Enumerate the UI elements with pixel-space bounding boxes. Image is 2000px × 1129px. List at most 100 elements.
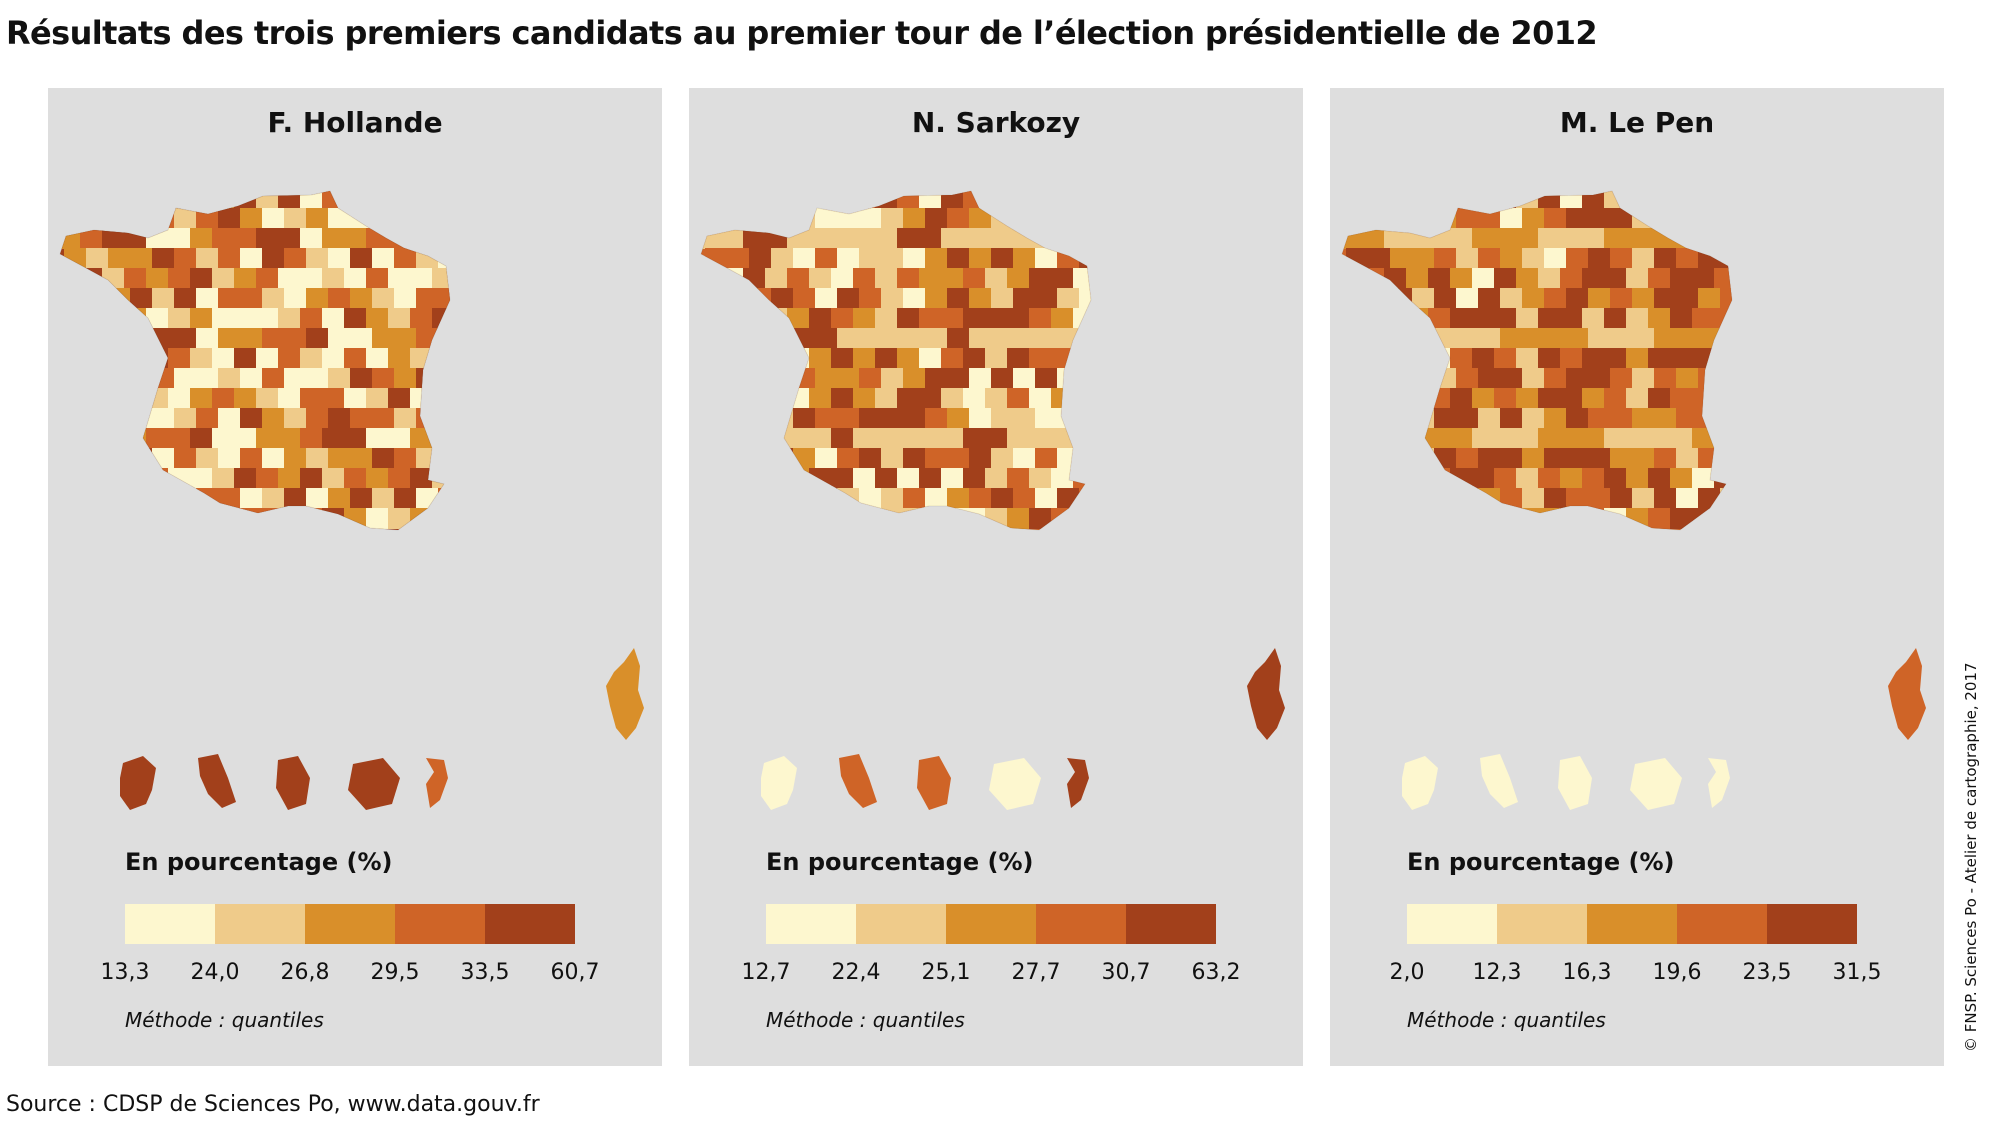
map-region xyxy=(1390,408,1413,429)
map-region xyxy=(1522,248,1545,269)
map-region xyxy=(278,308,301,329)
map-region xyxy=(881,408,904,429)
map-region xyxy=(234,468,257,489)
map-region xyxy=(1500,488,1523,509)
map-region xyxy=(86,328,109,349)
map-region xyxy=(212,308,235,329)
map-region xyxy=(881,288,904,309)
map-region xyxy=(1500,408,1523,429)
map-region xyxy=(903,248,926,269)
map-region xyxy=(947,368,970,389)
map-region xyxy=(256,268,279,289)
map-region xyxy=(721,308,744,329)
map-region xyxy=(1588,368,1611,389)
map-region xyxy=(831,191,854,209)
map-region xyxy=(1676,368,1699,389)
map-region xyxy=(438,288,450,309)
map-region xyxy=(743,508,766,529)
map-region xyxy=(394,328,417,349)
map-region xyxy=(859,368,882,389)
map-region xyxy=(1051,308,1074,329)
map-region xyxy=(941,268,964,289)
map-region xyxy=(152,408,175,429)
map-region xyxy=(919,428,942,449)
map-region xyxy=(146,308,169,329)
map-region xyxy=(322,268,345,289)
map-region xyxy=(256,348,279,369)
map-region xyxy=(787,308,810,329)
map-region xyxy=(432,388,450,409)
map-region xyxy=(108,488,131,509)
map-region xyxy=(174,288,197,309)
map-region xyxy=(108,208,131,229)
map-region xyxy=(218,488,241,509)
map-region xyxy=(256,228,279,249)
map-region xyxy=(1368,288,1391,309)
map-region xyxy=(1478,288,1501,309)
map-region xyxy=(1670,428,1693,449)
map-region xyxy=(831,508,854,529)
map-region xyxy=(256,388,279,409)
map-region xyxy=(1057,408,1080,429)
map-region xyxy=(438,328,450,349)
map-region xyxy=(1714,428,1732,449)
legend-break: 12,7 xyxy=(741,960,791,985)
map-region xyxy=(372,408,395,429)
map-region xyxy=(372,288,395,309)
map-region xyxy=(1516,508,1539,529)
legend-swatch-5 xyxy=(1126,904,1216,944)
map-region xyxy=(1582,348,1605,369)
legend-scale xyxy=(766,904,1216,944)
legend-title: En pourcentage (%) xyxy=(125,848,393,876)
map-region xyxy=(1676,488,1699,509)
method-note: Méthode : quantiles xyxy=(125,1008,324,1032)
map-region xyxy=(1472,268,1495,289)
map-region xyxy=(1720,408,1732,429)
map-region xyxy=(152,288,175,309)
map-region xyxy=(394,208,417,229)
legend-swatch-2 xyxy=(1497,904,1587,944)
map-region xyxy=(1610,208,1633,229)
map-region xyxy=(1538,348,1561,369)
map-region xyxy=(1051,428,1074,449)
map-region xyxy=(1406,308,1429,329)
map-region xyxy=(941,428,964,449)
map-region xyxy=(366,508,389,529)
map-region xyxy=(234,508,257,529)
map-region xyxy=(1007,228,1030,249)
legend-swatch-2 xyxy=(215,904,305,944)
map-region xyxy=(212,228,235,249)
map-region xyxy=(124,388,147,409)
map-region xyxy=(1654,328,1677,349)
map-region xyxy=(1478,328,1501,349)
legend-swatch-4 xyxy=(1036,904,1126,944)
map-region xyxy=(1670,508,1693,529)
map-region xyxy=(212,428,235,449)
map-region xyxy=(416,208,439,229)
map-region xyxy=(985,191,1008,209)
map-region xyxy=(168,268,191,289)
map-region xyxy=(1384,388,1407,409)
map-region xyxy=(705,408,728,429)
map-region xyxy=(941,348,964,369)
map-region xyxy=(1544,328,1567,349)
map-region xyxy=(328,368,351,389)
map-region xyxy=(1079,408,1091,429)
map-region xyxy=(1494,308,1517,329)
map-region xyxy=(168,428,191,449)
map-region xyxy=(919,388,942,409)
map-region xyxy=(749,248,772,269)
map-region xyxy=(1714,191,1732,209)
map-corsica xyxy=(1888,648,1926,740)
map-overseas-territory xyxy=(426,758,448,808)
legend-break: 25,1 xyxy=(921,960,971,985)
legend-break: 60,7 xyxy=(550,960,600,985)
map-region xyxy=(60,428,81,449)
map-region xyxy=(1588,488,1611,509)
map-region xyxy=(859,488,882,509)
map-region xyxy=(60,468,81,489)
map-region xyxy=(809,468,832,489)
map-region xyxy=(1538,308,1561,329)
map-region xyxy=(350,248,373,269)
map-region xyxy=(771,328,794,349)
